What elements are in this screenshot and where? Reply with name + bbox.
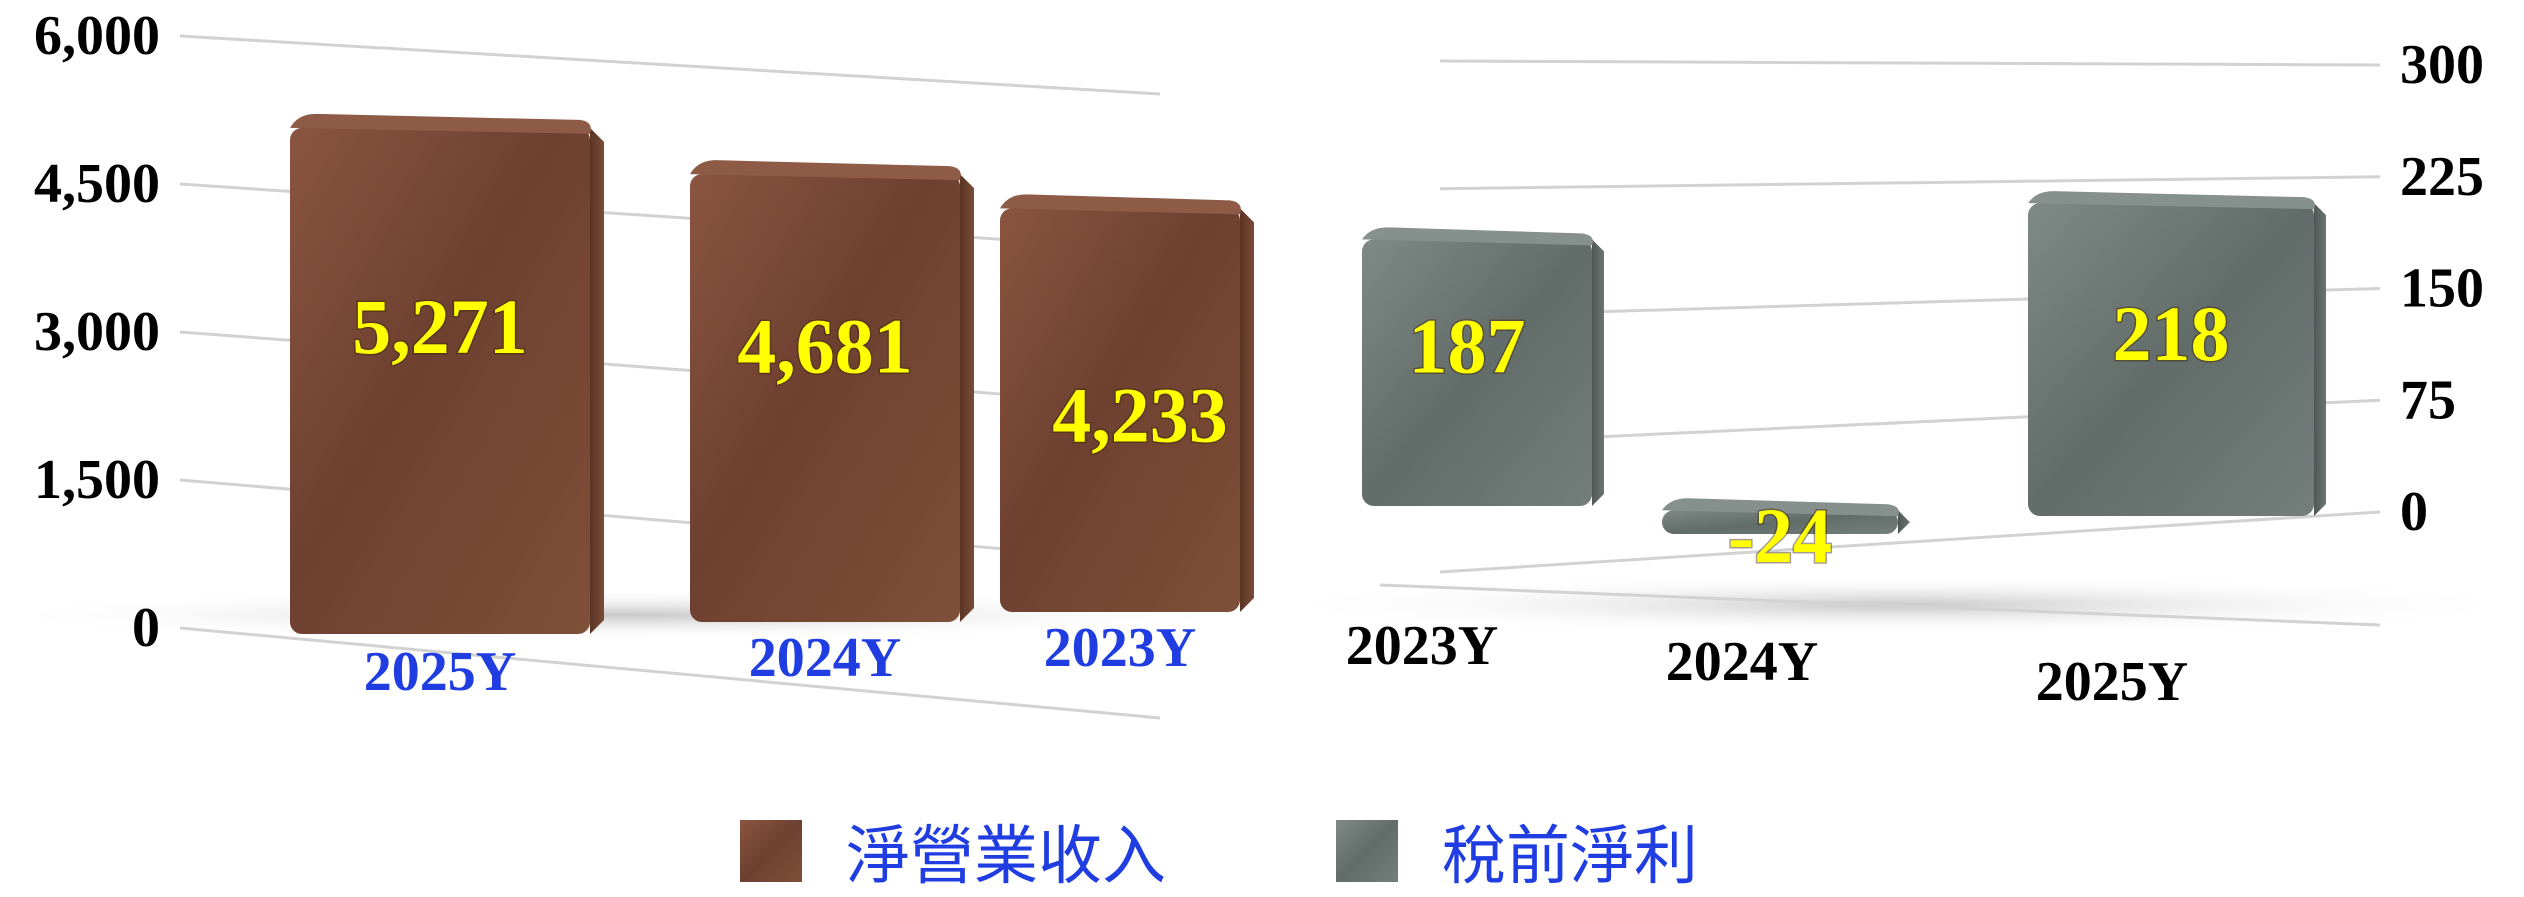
profit-bar	[2028, 203, 2314, 516]
revenue-bar-top	[290, 113, 591, 134]
revenue-bar-top	[1000, 194, 1241, 215]
revenue-data-label: 5,271	[352, 283, 528, 370]
left-tick-label: 4,500	[34, 153, 160, 215]
legend-item-revenue: 淨營業收入	[740, 812, 1166, 894]
legend-item-pretax-profit: 稅前淨利	[1336, 812, 1698, 894]
right-gridline	[1439, 175, 2381, 191]
profit-data-label: 218	[2113, 290, 2230, 377]
revenue-data-label: 4,681	[737, 303, 913, 390]
profit-bar-top	[1362, 227, 1593, 246]
profit-data-label: -24	[1728, 492, 1832, 579]
profit-bar-side	[1592, 239, 1604, 506]
left-tick-label: 1,500	[34, 449, 160, 511]
revenue-bar-side	[960, 174, 974, 622]
right-tick-label: 0	[2400, 481, 2428, 543]
left-category-label: 2025Y	[364, 641, 516, 703]
left-tick-label: 3,000	[34, 301, 160, 363]
left-axis-ticks: 0 1,500 3,000 4,500 6,000	[34, 5, 160, 659]
right-axis-ticks: 0 75 150 225 300	[2400, 34, 2484, 543]
right-gridline	[1439, 510, 2381, 574]
right-category-label: 2024Y	[1666, 631, 1818, 693]
revenue-bar	[1000, 208, 1240, 612]
right-tick-label: 300	[2400, 34, 2484, 96]
left-gridline	[179, 34, 1161, 96]
revenue-bar	[290, 127, 590, 634]
right-tick-label: 225	[2400, 146, 2484, 208]
profit-bar-side	[1898, 510, 1910, 534]
right-category-label: 2025Y	[2036, 651, 2188, 713]
revenue-bar-side	[1240, 208, 1254, 612]
profit-bar	[1662, 510, 1898, 534]
legend-label-pretax-profit: 稅前淨利	[1442, 820, 1698, 894]
profit-bar-top	[1662, 498, 1899, 517]
left-tick-label: 6,000	[34, 5, 160, 67]
right-floor-line	[1379, 583, 2381, 627]
revenue-bar-top	[690, 160, 961, 181]
revenue-data-label: 4,233	[1052, 371, 1228, 458]
profit-bar-top	[2028, 191, 2315, 210]
profit-bar	[1362, 239, 1592, 506]
left-category-labels: 2025Y 2024Y 2023Y	[364, 617, 1196, 703]
left-gridline	[179, 626, 1161, 720]
legend: 淨營業收入 稅前淨利	[0, 812, 2524, 894]
legend-swatch-revenue	[740, 820, 802, 882]
right-bars	[1362, 191, 2326, 534]
left-category-label: 2023Y	[1044, 617, 1196, 679]
right-gridline	[1439, 59, 2381, 67]
revenue-bar	[690, 174, 960, 622]
right-tick-label: 150	[2400, 258, 2484, 320]
legend-swatch-pretax-profit	[1336, 820, 1398, 882]
data-labels: 5,271 4,681 4,233 187 -24 218	[351, 282, 2231, 581]
right-category-label: 2023Y	[1346, 615, 1498, 677]
left-bars	[290, 113, 1254, 634]
right-category-labels: 2023Y 2024Y 2025Y	[1346, 615, 2188, 713]
left-category-label: 2024Y	[749, 627, 901, 689]
profit-data-label: 187	[1409, 302, 1526, 389]
revenue-bar-side	[590, 127, 604, 634]
legend-label-revenue: 淨營業收入	[846, 820, 1166, 894]
right-tick-label: 75	[2400, 369, 2456, 431]
profit-bar-side	[2314, 203, 2326, 516]
left-tick-label: 0	[132, 597, 160, 659]
